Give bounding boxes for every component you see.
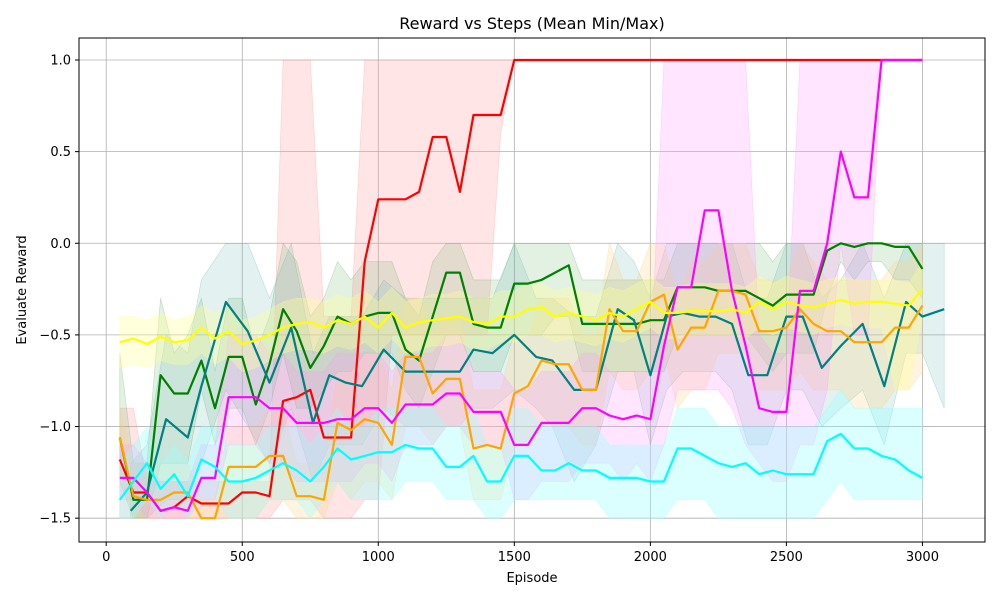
x-tick-label: 500 xyxy=(230,550,255,565)
x-tick-label: 3000 xyxy=(906,550,939,565)
x-tick-label: 0 xyxy=(102,550,110,565)
y-tick-label: 1.0 xyxy=(50,53,71,68)
chart-title: Reward vs Steps (Mean Min/Max) xyxy=(399,14,664,33)
series-line-red xyxy=(118,58,923,512)
series-line-yellow xyxy=(119,288,924,346)
y-tick-label: −1.0 xyxy=(39,420,71,435)
grid-layer xyxy=(79,38,985,542)
y-tick-label: −1.5 xyxy=(39,512,71,527)
x-tick-label: 2000 xyxy=(634,550,667,565)
band-green xyxy=(119,242,923,519)
band-orange xyxy=(119,242,923,519)
x-tick-label: 1500 xyxy=(498,550,531,565)
series-line-cyan xyxy=(118,432,923,501)
x-tick-label: 1000 xyxy=(362,550,395,565)
y-tick-label: 0.0 xyxy=(50,237,71,252)
line-layer xyxy=(118,58,945,520)
x-axis-title: Episode xyxy=(506,571,557,586)
band-cyan xyxy=(119,389,923,519)
y-tick-label: 0.5 xyxy=(50,145,71,160)
y-axis-title: Evaluate Reward xyxy=(15,235,30,344)
series-line-orange xyxy=(118,289,924,520)
y-tick-label: −0.5 xyxy=(39,328,71,343)
plot-frame xyxy=(78,37,986,543)
series-line-magenta xyxy=(119,58,923,512)
tick-layer: 0 500 1000 1500 2000 2500 3000 −1.5 −1.0 −0.5 0.0 0… xyxy=(39,53,939,565)
x-tick-label: 2500 xyxy=(770,550,803,565)
